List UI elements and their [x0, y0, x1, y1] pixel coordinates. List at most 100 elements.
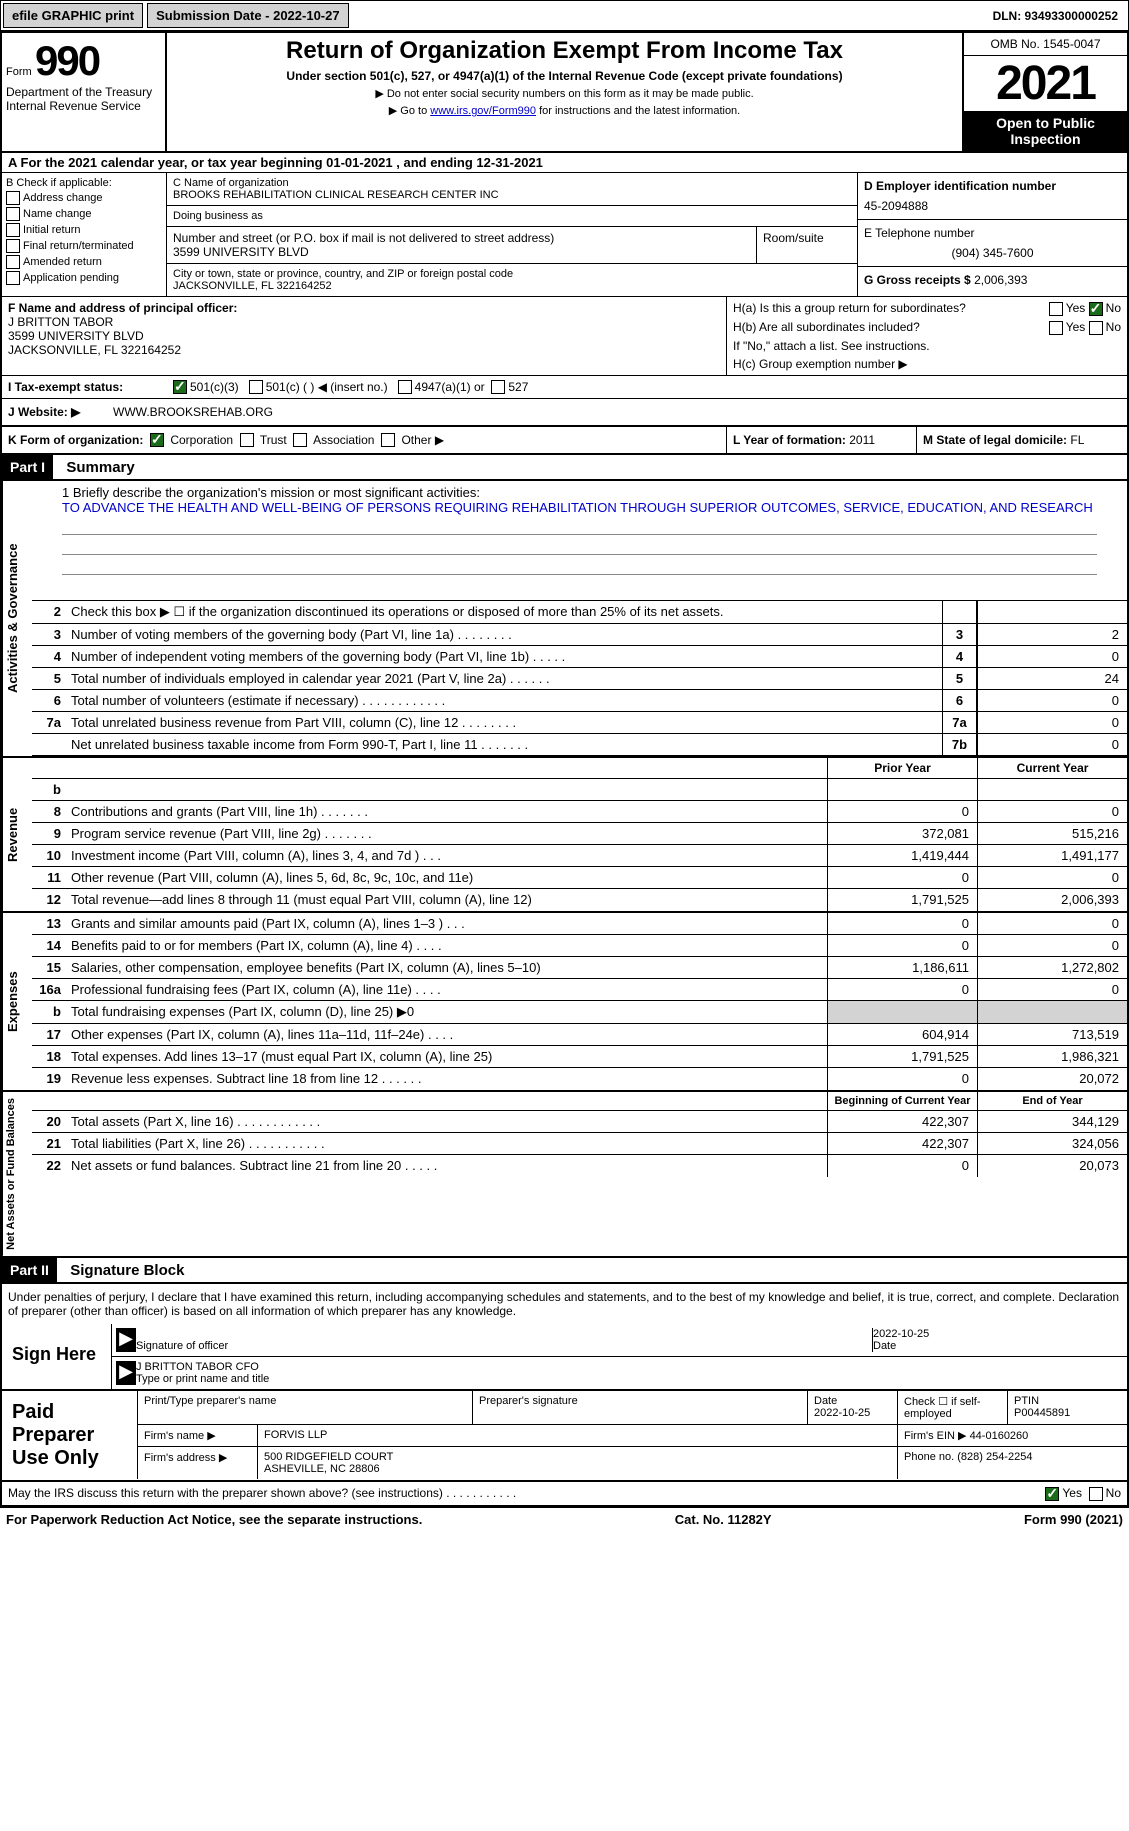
checkbox-icon[interactable] — [398, 380, 412, 394]
current-year-hdr: Current Year — [977, 758, 1127, 778]
side-governance: Activities & Governance — [2, 481, 32, 756]
open-public-badge: Open to Public Inspection — [964, 111, 1127, 151]
summary-line: 22 Net assets or fund balances. Subtract… — [32, 1155, 1127, 1177]
summary-line: 17 Other expenses (Part IX, column (A), … — [32, 1024, 1127, 1046]
summary-line: 20 Total assets (Part X, line 16) . . . … — [32, 1111, 1127, 1133]
ck-address-change[interactable]: Address change — [6, 191, 162, 205]
checkbox-icon[interactable] — [150, 433, 164, 447]
sign-here-block: Sign Here ▶ Signature of officer 2022-10… — [2, 1324, 1127, 1391]
ck-initial-return[interactable]: Initial return — [6, 223, 162, 237]
receipts-cell: G Gross receipts $ 2,006,393 — [858, 267, 1127, 293]
checkbox-icon[interactable] — [1089, 302, 1103, 316]
efile-print-button[interactable]: efile GRAPHIC print — [3, 3, 143, 28]
checkbox-icon[interactable] — [491, 380, 505, 394]
f-addr1: 3599 UNIVERSITY BLVD — [8, 329, 144, 343]
hc-label: H(c) Group exemption number ▶ — [733, 357, 1121, 371]
mission-label: 1 Briefly describe the organization's mi… — [62, 485, 1097, 500]
mission-block: 1 Briefly describe the organization's mi… — [32, 481, 1127, 601]
summary-netassets: Net Assets or Fund Balances Beginning of… — [2, 1092, 1127, 1258]
discuss-text: May the IRS discuss this return with the… — [8, 1486, 1045, 1501]
paid-preparer-block: Paid Preparer Use Only Print/Type prepar… — [2, 1391, 1127, 1482]
summary-line: 19 Revenue less expenses. Subtract line … — [32, 1068, 1127, 1090]
tax-year: 2021 — [964, 56, 1127, 111]
checkbox-icon[interactable] — [173, 380, 187, 394]
summary-line: 7a Total unrelated business revenue from… — [32, 712, 1127, 734]
k-label: K Form of organization: — [8, 433, 143, 447]
ck-application-pending[interactable]: Application pending — [6, 271, 162, 285]
phone-label: E Telephone number — [864, 226, 1121, 240]
print-name-label: Print/Type preparer's name — [137, 1391, 472, 1424]
part1-header: Part I Summary — [2, 455, 1127, 481]
checkbox-icon[interactable] — [1049, 302, 1063, 316]
summary-governance: Activities & Governance 1 Briefly descri… — [2, 481, 1127, 758]
summary-expenses: Expenses 13 Grants and similar amounts p… — [2, 913, 1127, 1092]
phone-value: (904) 345-7600 — [864, 246, 1121, 260]
addr-label: Number and street (or P.O. box if mail i… — [173, 231, 750, 245]
row-a-period: A For the 2021 calendar year, or tax yea… — [2, 153, 1127, 173]
ck-final-return[interactable]: Final return/terminated — [6, 239, 162, 253]
city-label: City or town, state or province, country… — [173, 268, 851, 280]
summary-line: 6 Total number of volunteers (estimate i… — [32, 690, 1127, 712]
prior-year-hdr: Prior Year — [827, 758, 977, 778]
f-label: F Name and address of principal officer: — [8, 301, 237, 315]
dln-label: DLN: 93493300000252 — [993, 9, 1128, 23]
footer: For Paperwork Reduction Act Notice, see … — [0, 1508, 1129, 1531]
ck-name-change[interactable]: Name change — [6, 207, 162, 221]
net-col-headers: Beginning of Current Year End of Year — [32, 1092, 1127, 1111]
irs-link[interactable]: www.irs.gov/Form990 — [430, 105, 536, 117]
summary-line: 11 Other revenue (Part VIII, column (A),… — [32, 867, 1127, 889]
sign-here-label: Sign Here — [2, 1324, 112, 1389]
checkbox-icon[interactable] — [1089, 1487, 1103, 1501]
checkbox-icon[interactable] — [240, 433, 254, 447]
summary-revenue: Revenue Prior Year Current Year b 8 Cont… — [2, 758, 1127, 913]
city-value: JACKSONVILLE, FL 322164252 — [173, 280, 851, 292]
firm-addr-label: Firm's address ▶ — [137, 1447, 257, 1479]
box-f: F Name and address of principal officer:… — [2, 297, 727, 375]
i-label: I Tax-exempt status: — [8, 380, 173, 394]
dba-cell: Doing business as — [167, 206, 857, 227]
footer-right: Form 990 (2021) — [1024, 1512, 1123, 1527]
side-revenue: Revenue — [2, 758, 32, 911]
hb-label: H(b) Are all subordinates included? — [733, 320, 920, 335]
ein-label: D Employer identification number — [864, 179, 1121, 193]
summary-line: b Total fundraising expenses (Part IX, c… — [32, 1001, 1127, 1024]
omb-number: OMB No. 1545-0047 — [964, 33, 1127, 56]
rev-col-headers: Prior Year Current Year — [32, 758, 1127, 779]
checkbox-icon — [6, 191, 20, 205]
checkbox-icon[interactable] — [249, 380, 263, 394]
arrow-icon: ▶ — [116, 1328, 136, 1352]
row-i: I Tax-exempt status: 501(c)(3) 501(c) ( … — [2, 376, 1127, 399]
checkbox-icon[interactable] — [293, 433, 307, 447]
ck-amended-return[interactable]: Amended return — [6, 255, 162, 269]
part2-tag: Part II — [2, 1258, 57, 1282]
summary-line: 14 Benefits paid to or for members (Part… — [32, 935, 1127, 957]
checkbox-icon[interactable] — [381, 433, 395, 447]
part2-title: Signature Block — [60, 1262, 184, 1279]
arrow-icon: ▶ — [116, 1361, 136, 1385]
f-addr2: JACKSONVILLE, FL 322164252 — [8, 343, 181, 357]
note-link: ▶ Go to www.irs.gov/Form990 for instruct… — [175, 104, 954, 117]
firm-name-label: Firm's name ▶ — [137, 1425, 257, 1446]
summary-line: 16a Professional fundraising fees (Part … — [32, 979, 1127, 1001]
checkbox-icon — [6, 255, 20, 269]
side-netassets: Net Assets or Fund Balances — [2, 1092, 32, 1256]
part1-tag: Part I — [2, 455, 53, 479]
box-deg: D Employer identification number 45-2094… — [857, 173, 1127, 296]
ein-cell: D Employer identification number 45-2094… — [858, 173, 1127, 220]
org-name-label: C Name of organization — [173, 177, 851, 189]
section-bcde: B Check if applicable: Address change Na… — [2, 173, 1127, 297]
summary-line: 18 Total expenses. Add lines 13–17 (must… — [32, 1046, 1127, 1068]
header-left: Form 990 Department of the Treasury Inte… — [2, 33, 167, 151]
footer-left: For Paperwork Reduction Act Notice, see … — [6, 1512, 422, 1527]
city-cell: City or town, state or province, country… — [167, 264, 857, 296]
checkbox-icon[interactable] — [1045, 1487, 1059, 1501]
checkbox-icon[interactable] — [1049, 321, 1063, 335]
summary-line: 8 Contributions and grants (Part VIII, l… — [32, 801, 1127, 823]
dba-label: Doing business as — [173, 210, 851, 222]
header-title-block: Return of Organization Exempt From Incom… — [167, 33, 962, 151]
discuss-row: May the IRS discuss this return with the… — [2, 1482, 1127, 1506]
receipts-label: G Gross receipts $ — [864, 273, 974, 287]
submission-date-button[interactable]: Submission Date - 2022-10-27 — [147, 3, 349, 28]
header-right: OMB No. 1545-0047 2021 Open to Public In… — [962, 33, 1127, 151]
checkbox-icon[interactable] — [1089, 321, 1103, 335]
